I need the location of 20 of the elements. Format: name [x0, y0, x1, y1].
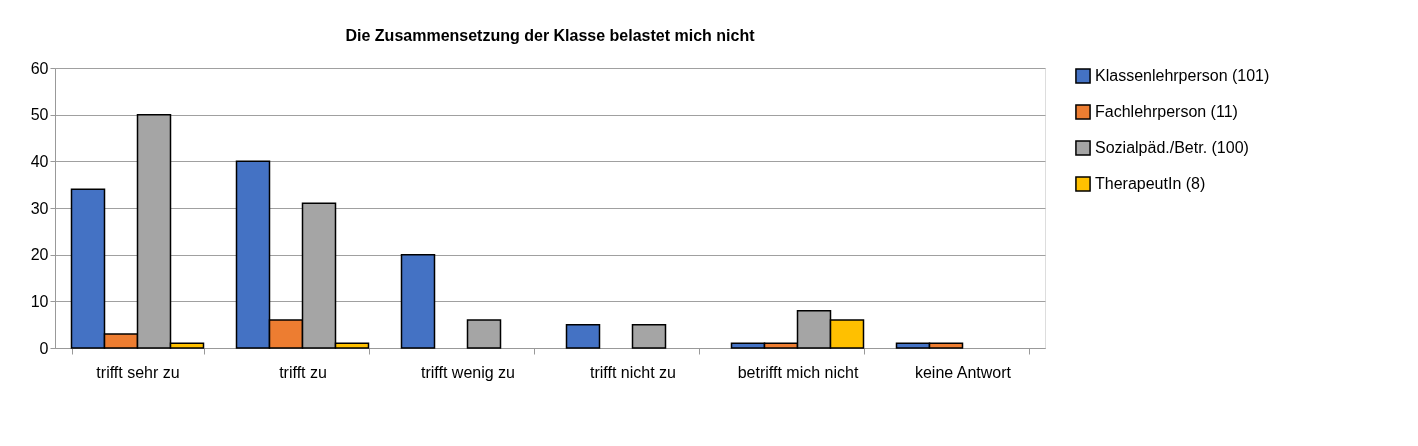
y-tick-label: 20: [30, 246, 49, 264]
x-tick-label: trifft wenig zu: [421, 363, 515, 381]
x-tick-label: betrifft mich nicht: [737, 363, 859, 381]
y-tick-label: 50: [30, 106, 49, 124]
legend-label: Fachlehrperson (11): [1095, 103, 1238, 120]
bar: [565, 323, 601, 349]
bar: [400, 253, 436, 349]
x-tick-label: trifft nicht zu: [590, 363, 676, 381]
y-tick-label: 30: [30, 199, 49, 217]
y-tick-label: 40: [30, 152, 49, 170]
legend-label: Klassenlehrperson (101): [1095, 67, 1270, 84]
y-tick-label: 0: [39, 339, 49, 357]
chart-title: Die Zusammensetzung der Klasse belastet mich nicht: [345, 27, 756, 44]
y-tick-label: 10: [30, 292, 49, 310]
y-tick-label: 60: [30, 59, 49, 77]
x-tick-label: trifft zu: [279, 363, 327, 381]
x-tick-label: trifft sehr zu: [96, 363, 180, 381]
legend-label: TherapeutIn (8): [1095, 175, 1206, 192]
x-tick-label: keine Antwort: [914, 363, 1012, 381]
legend-label: Sozialpäd./Betr. (100): [1095, 139, 1249, 156]
